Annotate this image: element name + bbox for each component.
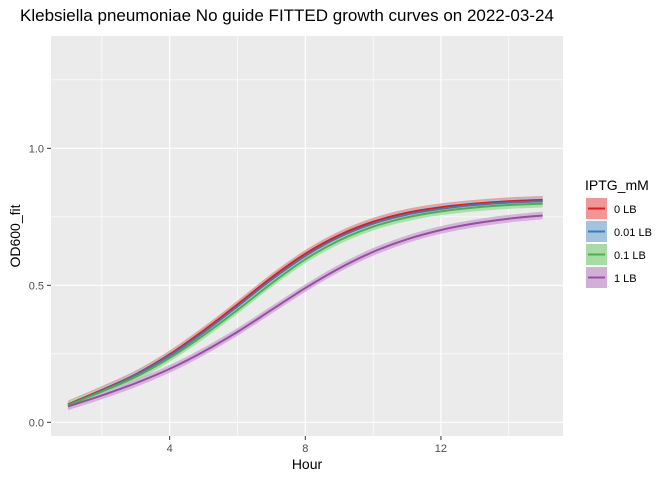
y-axis-title: OD600_fit <box>7 204 23 267</box>
minor-gridlines <box>51 36 563 436</box>
legend-label-0-lb: 0 LB <box>614 204 637 216</box>
plot-panel <box>51 36 563 436</box>
line-1-lb <box>67 214 543 408</box>
y-axis-ticks: 0.0 0.5 1.0 <box>29 143 51 429</box>
legend-label-0-1-lb: 0.1 LB <box>614 250 646 262</box>
major-gridlines <box>51 36 563 436</box>
chart-title: Klebsiella pneumoniae No guide FITTED gr… <box>20 6 554 25</box>
line-0-01-lb <box>67 200 543 406</box>
x-axis-ticks: 4 8 12 <box>167 436 447 455</box>
x-tick-label: 12 <box>435 443 447 455</box>
x-tick-label: 8 <box>302 443 308 455</box>
legend-label-0-01-lb: 0.01 LB <box>614 227 652 239</box>
legend: IPTG_mM 0 LB 0.01 LB 0.1 LB 1 LB <box>585 177 652 288</box>
series-lines <box>67 198 543 408</box>
line-0-1-lb <box>67 202 543 407</box>
x-axis-title: Hour <box>292 456 323 472</box>
y-tick-label: 1.0 <box>29 143 44 155</box>
legend-title: IPTG_mM <box>585 177 649 193</box>
y-tick-label: 0.5 <box>29 280 44 292</box>
y-tick-label: 0.0 <box>29 417 44 429</box>
legend-label-1-lb: 1 LB <box>614 273 637 285</box>
x-tick-label: 4 <box>167 443 173 455</box>
